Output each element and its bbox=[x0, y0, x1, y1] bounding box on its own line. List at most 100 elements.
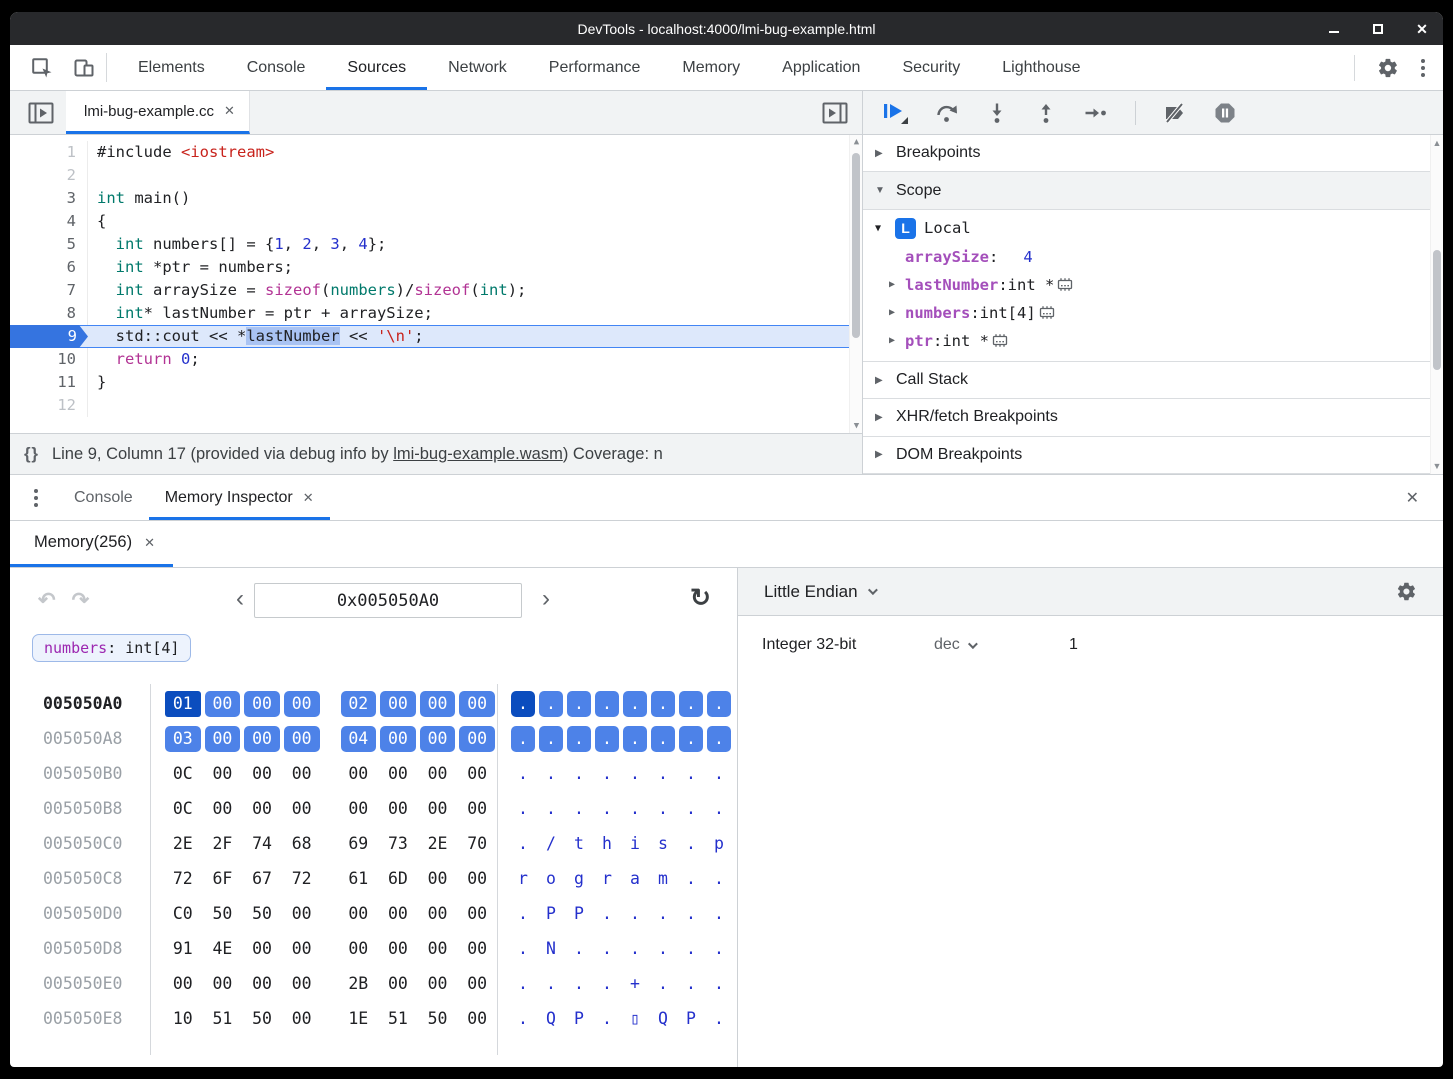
byte-cell[interactable]: C0 bbox=[172, 903, 193, 923]
ascii-cell[interactable]: . bbox=[658, 903, 668, 923]
ascii-cell[interactable]: . bbox=[686, 763, 696, 783]
byte-cell[interactable]: 91 bbox=[172, 938, 193, 958]
close-button[interactable]: ✕ bbox=[1415, 22, 1429, 36]
ascii-cell[interactable]: . bbox=[679, 725, 703, 752]
byte-cell[interactable]: 10 bbox=[172, 1008, 193, 1028]
drawer-tab-console[interactable]: Console bbox=[58, 475, 149, 520]
ascii-cell[interactable]: . bbox=[518, 833, 528, 853]
byte-cell[interactable]: 00 bbox=[291, 763, 312, 783]
tab-lighthouse[interactable]: Lighthouse bbox=[1002, 58, 1081, 76]
byte-cell[interactable]: 02 bbox=[340, 690, 377, 717]
ascii-cell[interactable]: . bbox=[574, 938, 584, 958]
ascii-cell[interactable]: . bbox=[574, 973, 584, 993]
line-number[interactable]: 11 bbox=[10, 371, 88, 394]
line-number[interactable]: 5 bbox=[10, 233, 88, 256]
scope-variable-numbers[interactable]: ▶ numbers: int[4] bbox=[863, 299, 1443, 327]
hex-row-005050B8[interactable]: 005050B8 0C 00 00 00 00 00 00 00........ bbox=[10, 791, 737, 826]
ascii-cell[interactable]: . bbox=[595, 725, 619, 752]
byte-cell[interactable]: 00 bbox=[459, 690, 495, 717]
ascii-cell[interactable]: . bbox=[602, 798, 612, 818]
interpreter-settings-button[interactable] bbox=[1396, 581, 1417, 602]
ascii-cell[interactable]: ▯ bbox=[630, 1008, 640, 1028]
hex-row-005050E8[interactable]: 005050E8 10 51 50 00 1E 51 50 00. Q P. ▯ Q P. bbox=[10, 1001, 737, 1036]
byte-cell[interactable]: 00 bbox=[291, 973, 312, 993]
ascii-cell[interactable]: . bbox=[574, 798, 584, 818]
next-page-button[interactable]: › bbox=[542, 585, 550, 612]
scroll-down-icon[interactable]: ▼ bbox=[1432, 461, 1442, 471]
ascii-cell[interactable]: r bbox=[602, 868, 612, 888]
byte-cell[interactable]: 00 bbox=[291, 1008, 312, 1028]
ascii-cell[interactable]: a bbox=[630, 868, 640, 888]
byte-cell[interactable]: 00 bbox=[388, 798, 408, 818]
byte-cell[interactable]: 00 bbox=[252, 798, 272, 818]
ascii-cell[interactable]: h bbox=[602, 833, 612, 853]
byte-cell[interactable]: 00 bbox=[467, 868, 488, 888]
byte-cell[interactable]: 00 bbox=[427, 763, 448, 783]
open-in-memory-inspector-button[interactable] bbox=[1057, 277, 1073, 292]
byte-cell[interactable]: 70 bbox=[467, 833, 488, 853]
byte-cell[interactable]: 00 bbox=[291, 938, 312, 958]
ascii-cell[interactable]: . bbox=[539, 725, 563, 752]
byte-cell[interactable]: 00 bbox=[204, 725, 241, 752]
code-line-11[interactable]: 11} bbox=[10, 371, 862, 394]
ascii-cell[interactable]: . bbox=[574, 763, 584, 783]
ascii-cell[interactable]: . bbox=[518, 798, 528, 818]
ascii-cell[interactable]: . bbox=[630, 798, 640, 818]
scope-variable-arraysize[interactable]: arraySize: 4 bbox=[863, 243, 1443, 271]
ascii-cell[interactable]: g bbox=[574, 868, 584, 888]
tab-console[interactable]: Console bbox=[246, 58, 306, 76]
ascii-cell[interactable]: . bbox=[518, 938, 528, 958]
code-line-8[interactable]: 8 int* lastNumber = ptr + arraySize; bbox=[10, 302, 862, 325]
byte-cell[interactable]: 72 bbox=[172, 868, 193, 888]
byte-cell[interactable]: 00 bbox=[380, 725, 416, 752]
open-in-memory-inspector-button[interactable] bbox=[1039, 305, 1055, 320]
scope-variable-lastnumber[interactable]: ▶ lastNumber: int * bbox=[863, 271, 1443, 299]
scrollbar-thumb[interactable] bbox=[852, 153, 860, 338]
byte-cell[interactable]: 00 bbox=[388, 763, 408, 783]
byte-cell[interactable]: 00 bbox=[291, 798, 312, 818]
byte-cell[interactable]: 50 bbox=[212, 903, 233, 923]
minimize-button[interactable] bbox=[1327, 22, 1341, 36]
code-line-2[interactable]: 2 bbox=[10, 164, 862, 187]
byte-cell[interactable]: 74 bbox=[252, 833, 272, 853]
byte-cell[interactable]: 0C bbox=[172, 763, 193, 783]
ascii-cell[interactable]: r bbox=[518, 868, 528, 888]
ascii-cell[interactable]: . bbox=[567, 690, 591, 717]
hex-row-005050B0[interactable]: 005050B0 0C 00 00 00 00 00 00 00........ bbox=[10, 756, 737, 791]
scroll-down-icon[interactable]: ▼ bbox=[853, 421, 860, 431]
byte-cell[interactable]: 00 bbox=[388, 903, 408, 923]
drawer-tab-memory-inspector[interactable]: Memory Inspector ✕ bbox=[148, 475, 330, 520]
byte-cell[interactable]: 00 bbox=[459, 725, 495, 752]
ascii-cell[interactable]: . bbox=[714, 1008, 724, 1028]
resume-button[interactable] bbox=[881, 100, 908, 125]
hex-row-005050D0[interactable]: 005050D0 C0 50 50 00 00 00 00 00. P P..... bbox=[10, 896, 737, 931]
tab-performance[interactable]: Performance bbox=[548, 58, 641, 76]
code-line-6[interactable]: 6 int *ptr = numbers; bbox=[10, 256, 862, 279]
byte-cell[interactable]: 2B bbox=[348, 973, 369, 993]
code-line-1[interactable]: 1 #include <iostream> bbox=[10, 141, 862, 164]
ascii-cell[interactable]: . bbox=[686, 903, 696, 923]
sidebar-scrollbar[interactable]: ▲ ▼ bbox=[1430, 135, 1443, 474]
ascii-cell[interactable]: p bbox=[714, 833, 724, 853]
ascii-cell[interactable]: . bbox=[518, 973, 528, 993]
history-back-button[interactable]: ↶ bbox=[38, 589, 56, 612]
byte-cell[interactable]: 0C bbox=[172, 798, 193, 818]
byte-cell[interactable]: 00 bbox=[380, 690, 416, 717]
ascii-cell[interactable]: . bbox=[658, 798, 668, 818]
tab-sources[interactable]: Sources bbox=[326, 45, 428, 90]
device-toolbar-button[interactable] bbox=[72, 56, 96, 80]
byte-cell[interactable]: 01 bbox=[165, 690, 201, 717]
hex-dump[interactable]: 005050A0 01 00 00 00 02 00 00 00........ 005050A8… bbox=[10, 678, 737, 1067]
ascii-cell[interactable]: P bbox=[574, 903, 584, 923]
byte-cell[interactable]: 00 bbox=[388, 938, 408, 958]
byte-cell[interactable]: 00 bbox=[283, 725, 320, 752]
wasm-debug-link[interactable]: lmi-bug-example.wasm bbox=[393, 444, 563, 463]
ascii-cell[interactable]: . bbox=[651, 690, 675, 717]
byte-cell[interactable]: 00 bbox=[291, 903, 312, 923]
tab-application[interactable]: Application bbox=[782, 58, 861, 76]
ascii-cell[interactable]: . bbox=[602, 973, 612, 993]
byte-cell[interactable]: 00 bbox=[467, 798, 488, 818]
tab-memory[interactable]: Memory bbox=[682, 58, 741, 76]
previous-page-button[interactable]: ‹ bbox=[236, 585, 244, 612]
ascii-cell[interactable]: P bbox=[574, 1008, 584, 1028]
